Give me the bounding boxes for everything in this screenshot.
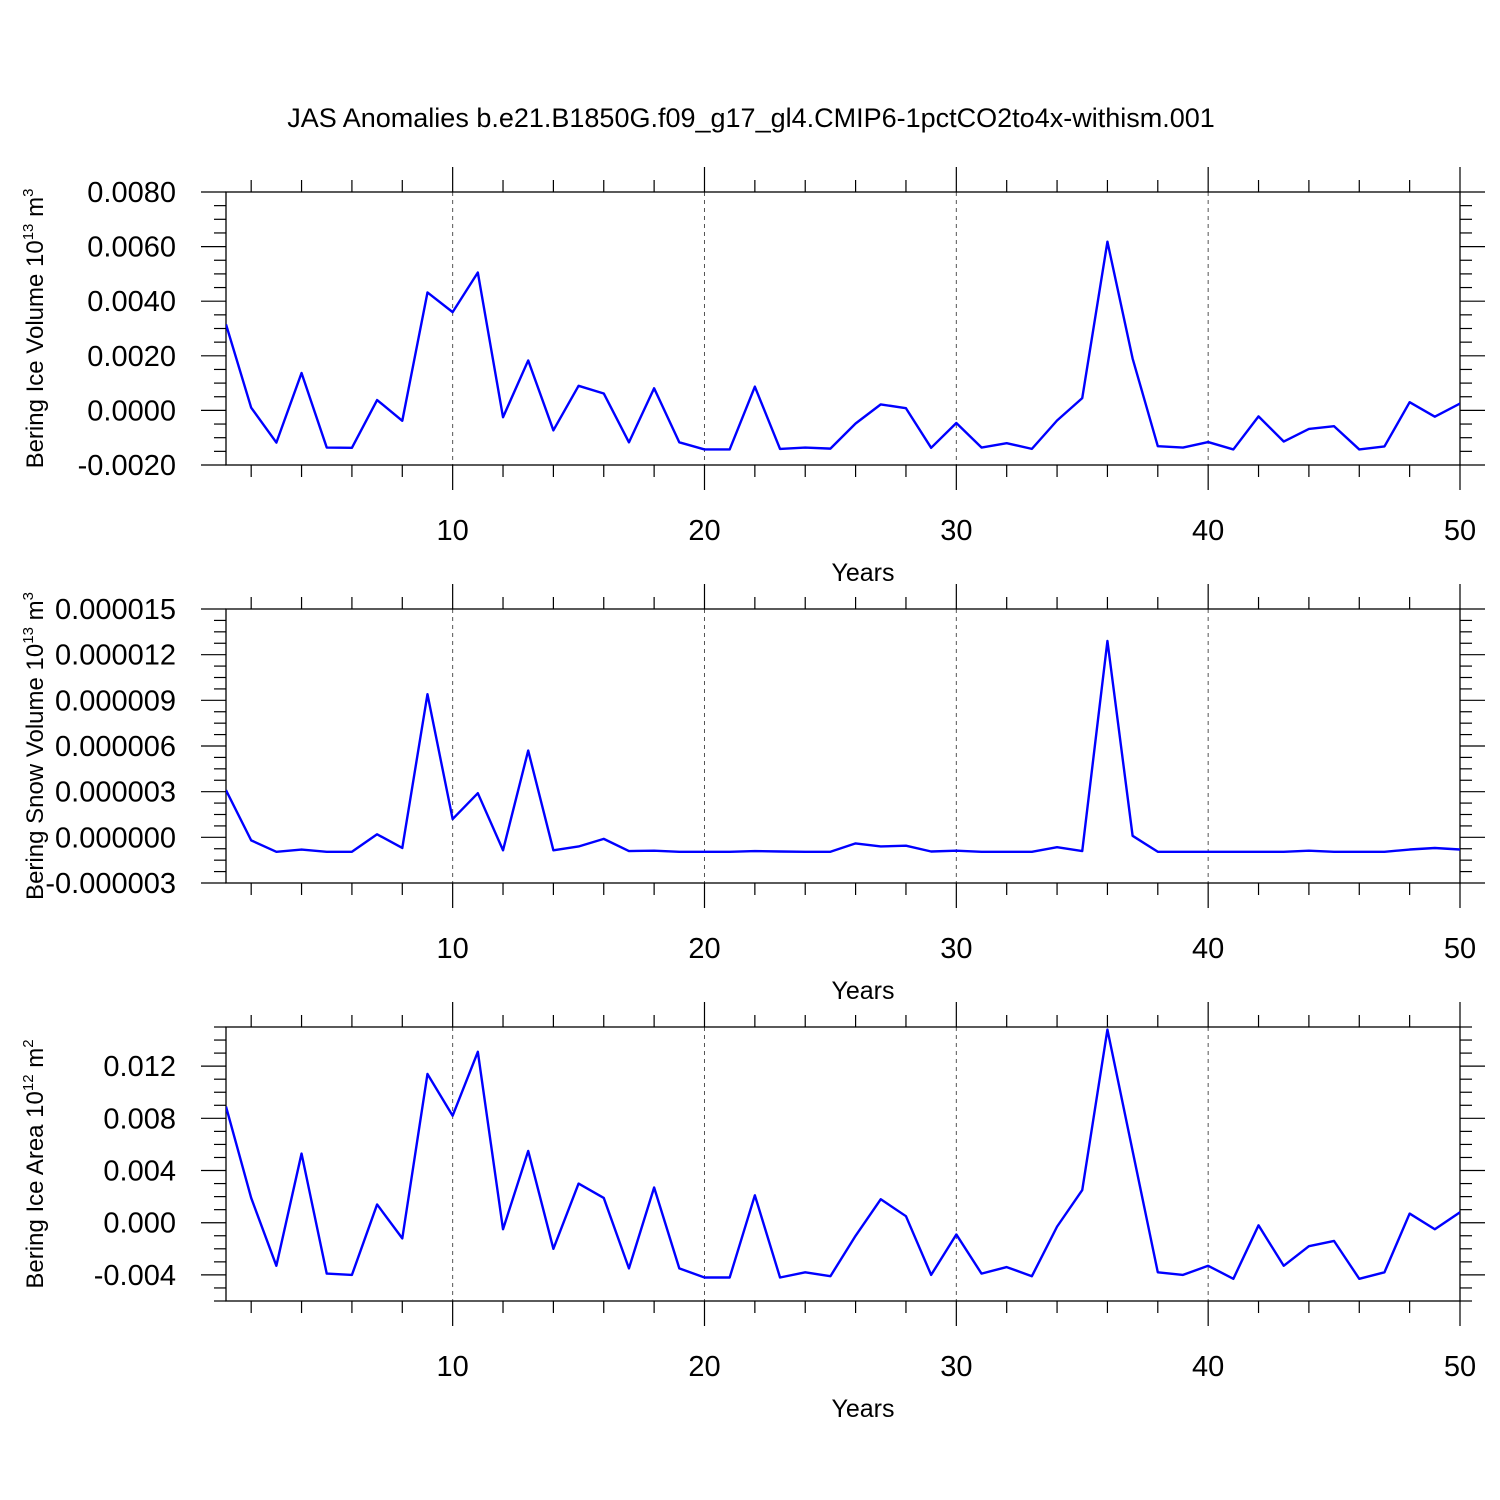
- panel-2: -0.000003 0.000000 0.000003 0.000006 0.00000…: [20, 584, 1485, 1005]
- x-axis-label: Years: [831, 1395, 894, 1423]
- y-axis-label-superscript: 3: [20, 189, 37, 197]
- y-tick-label: 0.0080: [87, 177, 176, 209]
- y-axis-label-superscript: 12: [20, 1074, 37, 1091]
- y-tick-label: 0.012: [103, 1051, 176, 1083]
- y-tick-label: 0.000009: [55, 685, 176, 717]
- x-tick-label: 10: [437, 1351, 469, 1383]
- y-tick-label: 0.0000: [87, 395, 176, 427]
- x-tick-label: 50: [1444, 1351, 1476, 1383]
- y-axis-label-superscript: 3: [20, 592, 37, 600]
- plot-frame: [225, 608, 1461, 884]
- y-axis-label-superscript: 13: [20, 627, 37, 644]
- y-tick-label: 0.0020: [87, 341, 176, 373]
- x-tick-label: 50: [1444, 933, 1476, 965]
- y-tick-label: 0.000: [103, 1208, 176, 1240]
- x-tick-label: 20: [688, 933, 720, 965]
- y-tick-label: 0.000015: [55, 594, 176, 626]
- y-axis-label-part: Bering Ice Volume 10: [22, 240, 49, 468]
- series-line: [226, 639, 1460, 853]
- x-tick-label: 20: [688, 515, 720, 547]
- y-tick-label: 0.008: [103, 1103, 176, 1135]
- y-tick-label: 0.000000: [55, 822, 176, 854]
- y-axis-label: Bering Ice Volume 1013 m3: [20, 189, 49, 469]
- y-tick-label: -0.004: [94, 1260, 176, 1292]
- x-axis-label: Years: [831, 559, 894, 587]
- series-line: [226, 240, 1460, 451]
- y-tick-label: 0.000003: [55, 777, 176, 809]
- y-axis-label: Bering Ice Area 1012 m2: [20, 1039, 49, 1288]
- x-tick-label: 30: [940, 1351, 972, 1383]
- y-axis-label-part: Bering Ice Area 10: [22, 1091, 49, 1288]
- y-tick-label: 0.004: [103, 1156, 176, 1188]
- y-axis-label-part: m: [22, 1048, 49, 1075]
- y-axis-label-superscript: 13: [20, 224, 37, 241]
- figure-title: JAS Anomalies b.e21.B1850G.f09_g17_gl4.C…: [287, 103, 1215, 133]
- panel-3: -0.004 0.000 0.004 0.008 0.012 10 20 30 40 50 Year…: [20, 1002, 1485, 1423]
- chart-panels: -0.0020 0.0000 0.0020 0.0040 0.0060 0.0080 10 2…: [20, 167, 1485, 1423]
- y-axis-label-part: m: [22, 600, 49, 627]
- x-tick-label: 40: [1192, 1351, 1224, 1383]
- y-axis-label-part: m: [22, 197, 49, 224]
- y-tick-label: 0.0060: [87, 232, 176, 264]
- x-tick-label: 20: [688, 1351, 720, 1383]
- x-axis-label: Years: [831, 977, 894, 1005]
- panel-1: -0.0020 0.0000 0.0020 0.0040 0.0060 0.0080 10 2…: [20, 167, 1485, 587]
- plot-frame: [225, 191, 1461, 466]
- y-tick-label: 0.0040: [87, 286, 176, 318]
- x-tick-label: 40: [1192, 933, 1224, 965]
- x-tick-label: 10: [437, 933, 469, 965]
- y-tick-label: -0.0020: [78, 450, 176, 482]
- x-tick-label: 30: [940, 933, 972, 965]
- x-tick-label: 30: [940, 515, 972, 547]
- series-line: [226, 1028, 1460, 1281]
- y-tick-label: 0.000012: [55, 640, 176, 672]
- y-axis-label-superscript: 2: [20, 1039, 37, 1047]
- x-tick-label: 10: [437, 515, 469, 547]
- y-axis-label-part: Bering Snow Volume 10: [22, 644, 49, 900]
- plot-frame: [225, 1026, 1461, 1302]
- x-tick-label: 50: [1444, 515, 1476, 547]
- y-axis-label: Bering Snow Volume 1013 m3: [20, 592, 49, 900]
- x-tick-label: 40: [1192, 515, 1224, 547]
- y-tick-label: -0.000003: [45, 868, 176, 900]
- y-tick-label: 0.000006: [55, 731, 176, 763]
